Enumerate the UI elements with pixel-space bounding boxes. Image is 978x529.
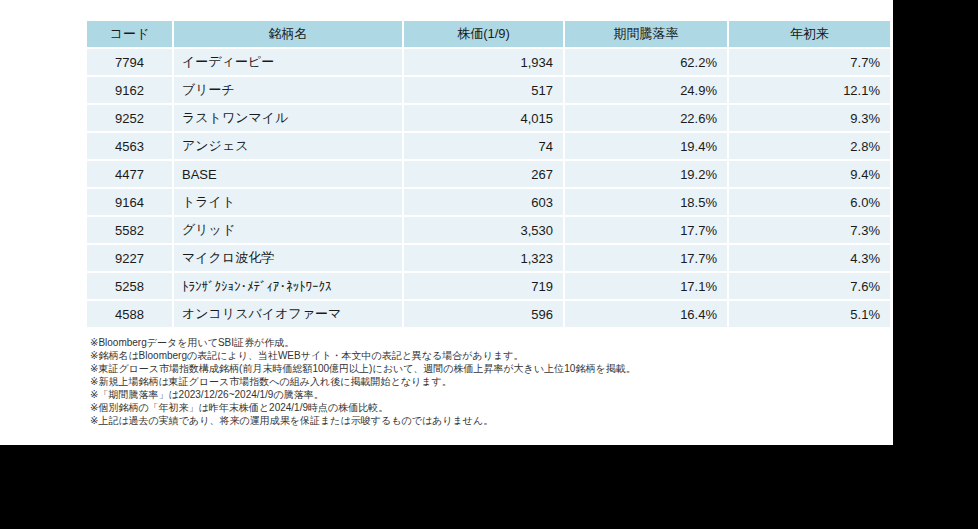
cell-price: 1,323 [404, 245, 563, 271]
footnote-line: ※銘柄名はBloombergの表記により、当社WEBサイト・本文中の表記と異なる… [90, 349, 880, 362]
cell-period-change: 17.1% [565, 273, 727, 299]
cell-price: 719 [404, 273, 563, 299]
cell-code: 9227 [87, 245, 172, 271]
cell-name: グリッド [174, 217, 402, 243]
cell-period-change: 19.2% [565, 161, 727, 187]
cell-name: BASE [174, 161, 402, 187]
cell-name: マイクロ波化学 [174, 245, 402, 271]
cell-code: 9162 [87, 77, 172, 103]
content-area: コード 銘柄名 株価(1/9) 期間騰落率 年初来 7794イーディーピー1,9… [0, 0, 893, 445]
table-row: 4588オンコリスバイオファーマ59616.4%5.1% [87, 301, 890, 327]
cell-ytd: 7.3% [729, 217, 890, 243]
cell-price: 3,530 [404, 217, 563, 243]
table-row: 9252ラストワンマイル4,01522.6%9.3% [87, 105, 890, 131]
table-row: 4563アンジェス7419.4%2.8% [87, 133, 890, 159]
stock-ranking-table: コード 銘柄名 株価(1/9) 期間騰落率 年初来 7794イーディーピー1,9… [85, 19, 892, 329]
footnote-line: ※個別銘柄の「年初来」は昨年末株価と2024/1/9時点の株価比較。 [90, 401, 880, 414]
cell-period-change: 17.7% [565, 217, 727, 243]
cell-code: 4563 [87, 133, 172, 159]
cell-code: 5258 [87, 273, 172, 299]
cell-ytd: 7.6% [729, 273, 890, 299]
cell-code: 9252 [87, 105, 172, 131]
col-header-price: 株価(1/9) [404, 21, 563, 47]
cell-ytd: 7.7% [729, 49, 890, 75]
cell-period-change: 19.4% [565, 133, 727, 159]
cell-code: 4588 [87, 301, 172, 327]
cell-code: 7794 [87, 49, 172, 75]
col-header-code: コード [87, 21, 172, 47]
footnote-line: ※上記は過去の実績であり、将来の運用成果を保証または示唆するものではありません。 [90, 414, 880, 427]
footnote-line: ※Bloombergデータを用いてSBI証券が作成。 [90, 336, 880, 349]
table-row: 9164トライト60318.5%6.0% [87, 189, 890, 215]
image-canvas: コード 銘柄名 株価(1/9) 期間騰落率 年初来 7794イーディーピー1,9… [0, 0, 978, 529]
cell-ytd: 6.0% [729, 189, 890, 215]
cell-price: 74 [404, 133, 563, 159]
cell-period-change: 18.5% [565, 189, 727, 215]
table-row: 9227マイクロ波化学1,32317.7%4.3% [87, 245, 890, 271]
cell-period-change: 17.7% [565, 245, 727, 271]
table-row: 4477BASE26719.2%9.4% [87, 161, 890, 187]
cell-period-change: 22.6% [565, 105, 727, 131]
cell-name: ﾄﾗﾝｻﾞｸｼｮﾝ･ﾒﾃﾞｨｱ･ﾈｯﾄﾜｰｸｽ [174, 273, 402, 299]
col-header-name: 銘柄名 [174, 21, 402, 47]
cell-price: 267 [404, 161, 563, 187]
cell-price: 596 [404, 301, 563, 327]
footnotes: ※Bloombergデータを用いてSBI証券が作成。※銘柄名はBloomberg… [90, 336, 880, 427]
cell-ytd: 9.3% [729, 105, 890, 131]
cell-code: 9164 [87, 189, 172, 215]
cell-name: ブリーチ [174, 77, 402, 103]
col-header-ytd: 年初来 [729, 21, 890, 47]
cell-name: ラストワンマイル [174, 105, 402, 131]
cell-name: オンコリスバイオファーマ [174, 301, 402, 327]
cell-ytd: 5.1% [729, 301, 890, 327]
cell-ytd: 9.4% [729, 161, 890, 187]
cell-ytd: 12.1% [729, 77, 890, 103]
table-row: 7794イーディーピー1,93462.2%7.7% [87, 49, 890, 75]
cell-name: トライト [174, 189, 402, 215]
stock-table-body: 7794イーディーピー1,93462.2%7.7%9162ブリーチ51724.9… [87, 49, 890, 327]
cell-price: 1,934 [404, 49, 563, 75]
table-row: 5258ﾄﾗﾝｻﾞｸｼｮﾝ･ﾒﾃﾞｨｱ･ﾈｯﾄﾜｰｸｽ71917.1%7.6% [87, 273, 890, 299]
cell-price: 603 [404, 189, 563, 215]
col-header-period-change: 期間騰落率 [565, 21, 727, 47]
cell-ytd: 2.8% [729, 133, 890, 159]
cell-period-change: 24.9% [565, 77, 727, 103]
table-row: 5582グリッド3,53017.7%7.3% [87, 217, 890, 243]
footnote-line: ※「期間騰落率」は2023/12/26~2024/1/9の騰落率。 [90, 388, 880, 401]
footnote-line: ※東証グロース市場指数構成銘柄(前月末時価総額100億円以上)において、週間の株… [90, 362, 880, 375]
cell-period-change: 16.4% [565, 301, 727, 327]
cell-code: 4477 [87, 161, 172, 187]
cell-code: 5582 [87, 217, 172, 243]
cell-name: アンジェス [174, 133, 402, 159]
footnote-line: ※新規上場銘柄は東証グロース市場指数への組み入れ後に掲載開始となります。 [90, 375, 880, 388]
cell-period-change: 62.2% [565, 49, 727, 75]
cell-price: 4,015 [404, 105, 563, 131]
table-header-row: コード 銘柄名 株価(1/9) 期間騰落率 年初来 [87, 21, 890, 47]
cell-price: 517 [404, 77, 563, 103]
cell-ytd: 4.3% [729, 245, 890, 271]
cell-name: イーディーピー [174, 49, 402, 75]
table-row: 9162ブリーチ51724.9%12.1% [87, 77, 890, 103]
